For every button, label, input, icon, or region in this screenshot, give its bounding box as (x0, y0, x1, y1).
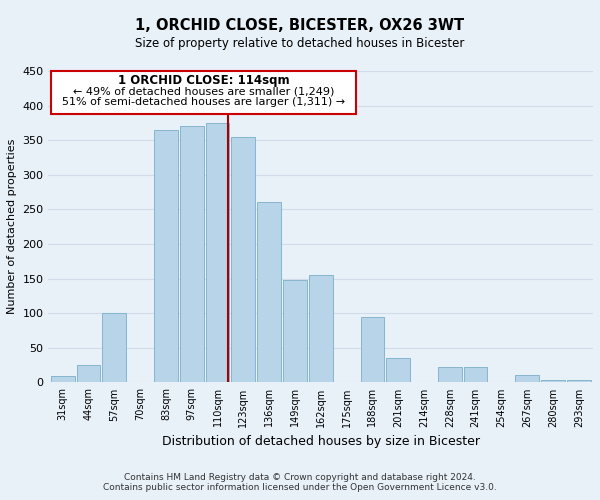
Bar (180, 126, 203, 382)
Text: ← 49% of detached houses are smaller (1,249): ← 49% of detached houses are smaller (1,… (73, 86, 334, 96)
Bar (515, 375, 539, 382)
Text: Contains HM Land Registry data © Crown copyright and database right 2024.: Contains HM Land Registry data © Crown c… (124, 472, 476, 482)
Bar (309, 275, 332, 382)
FancyBboxPatch shape (51, 71, 356, 114)
Bar (361, 316, 384, 382)
Text: 1 ORCHID CLOSE: 114sqm: 1 ORCHID CLOSE: 114sqm (118, 74, 289, 88)
Y-axis label: Number of detached properties: Number of detached properties (7, 139, 17, 314)
Bar (541, 380, 565, 382)
Text: Size of property relative to detached houses in Bicester: Size of property relative to detached ho… (136, 38, 464, 51)
Bar (232, 136, 255, 382)
Bar (51, 376, 74, 382)
Bar (257, 202, 281, 382)
Text: 51% of semi-detached houses are larger (1,311) →: 51% of semi-detached houses are larger (… (62, 98, 345, 108)
X-axis label: Distribution of detached houses by size in Bicester: Distribution of detached houses by size … (162, 435, 480, 448)
Bar (154, 130, 178, 382)
Bar (103, 314, 126, 382)
Bar (77, 365, 100, 382)
Text: 1, ORCHID CLOSE, BICESTER, OX26 3WT: 1, ORCHID CLOSE, BICESTER, OX26 3WT (136, 18, 464, 32)
Bar (283, 280, 307, 382)
Text: Contains public sector information licensed under the Open Government Licence v3: Contains public sector information licen… (103, 484, 497, 492)
Bar (206, 123, 229, 382)
Bar (438, 368, 461, 382)
Bar (567, 380, 591, 382)
Bar (464, 368, 487, 382)
Bar (386, 358, 410, 382)
